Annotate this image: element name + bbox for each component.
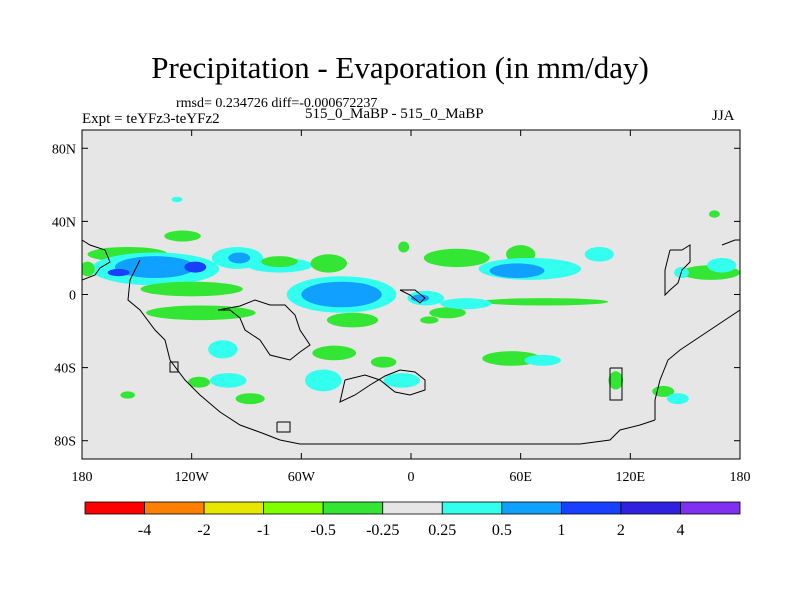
colorbar-label: -2 [197,522,210,539]
x-tick-label: 60E [509,470,532,485]
y-tick-label: 0 [69,289,76,304]
x-tick-label: 120E [616,470,646,485]
contour-region [429,307,466,319]
contour-region [489,263,545,279]
contour-region [114,256,196,279]
contour-region [120,391,136,399]
continent-sw-island [169,361,179,373]
contour-region [707,257,737,273]
continent-east-side [654,309,740,420]
continent-east-asia [664,244,691,297]
season-label: JJA [712,108,735,124]
contour-region [82,261,95,277]
continent-west-edge [82,239,111,281]
contour-region [398,241,410,253]
x-tick-label: 180 [72,470,93,485]
contour-region [145,305,256,321]
y-tick-label: 40S [54,362,76,377]
y-tick-label: 40N [52,215,76,230]
contour-region [480,298,609,306]
continent-africa [339,369,426,403]
x-tick-label: 120W [175,470,210,485]
contour-region [423,248,490,268]
colorbar-label: -0.5 [311,522,336,539]
continent-far-east [721,239,740,246]
contour-region [235,393,265,405]
colorbar-swatch [680,501,741,515]
colorbar-swatch [382,501,443,515]
contour-region [261,256,298,268]
contour-region [420,316,439,324]
contour-regions [82,196,740,405]
contour-region [301,281,382,308]
colorbar-swatch [144,501,205,515]
y-axis: 80N 40N 0 40S 80S [52,142,740,450]
continent-antarctica [300,419,656,445]
contour-region [184,261,207,273]
contour-region [666,393,689,405]
contour-region [164,230,201,242]
colorbar-label: -4 [138,522,151,539]
contour-region [209,373,247,388]
contour-region [370,356,397,368]
contour-region [383,373,421,388]
contour-region [171,196,183,203]
colorbar-label: 0.25 [428,522,456,539]
colorbar-swatch [322,501,384,515]
experiment-label: Expt = teYFz3-teYFz2 [82,111,220,127]
continent-inner-west [217,299,311,361]
contour-region [140,281,243,297]
x-tick-label: 180 [730,470,751,485]
contour-region [304,369,342,392]
colorbar-swatch [263,501,324,515]
contour-region [440,298,492,310]
contour-region [188,376,210,388]
continent-small-island [276,421,291,433]
contour-region [310,254,348,273]
chart-title: Precipitation - Evaporation (in mm/day) [151,50,649,85]
contour-region [708,210,720,218]
colorbar-label: 4 [676,522,684,539]
contour-region [524,354,561,366]
contour-region [608,371,624,390]
continent-australia [609,367,623,401]
colorbar-label: 1 [557,522,565,539]
contour-region [326,312,379,328]
colorbar-label: -1 [257,522,270,539]
x-tick-label: 0 [408,470,415,485]
y-tick-label: 80N [52,142,76,157]
contour-region [228,252,251,264]
x-tick-label: 60W [288,470,316,485]
coastline [82,239,740,445]
contour-region [107,268,130,277]
colorbar: -4 -2 -1 -0.5 -0.25 0.25 0.5 1 2 4 [84,501,741,539]
contour-region [584,246,614,262]
contour-region [312,345,357,361]
continent-cape [399,289,426,304]
colorbar-label: 2 [617,522,625,539]
stats-line: rmsd= 0.234726 diff=-0.000672237 [176,96,378,111]
colorbar-swatch [441,501,503,515]
colorbar-swatch [84,501,145,515]
case-label: 515_0_MaBP - 515_0_MaBP [305,106,484,122]
x-axis: 180 120W 60W 0 60E 120E 180 [72,130,751,485]
colorbar-swatch [620,501,681,515]
colorbar-swatch [203,501,265,515]
contour-region [208,340,238,359]
colorbar-label: 0.5 [492,522,512,539]
colorbar-label: -0.25 [366,522,399,539]
colorbar-swatch [560,501,622,515]
colorbar-swatch [501,501,562,515]
y-tick-label: 80S [54,435,76,450]
